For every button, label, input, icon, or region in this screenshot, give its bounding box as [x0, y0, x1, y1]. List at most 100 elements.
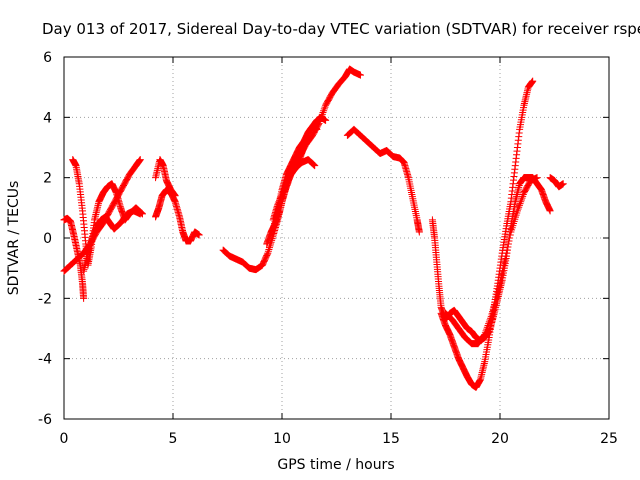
data-point: [494, 285, 502, 293]
data-point: [310, 161, 318, 169]
data-point: [479, 332, 487, 340]
data-point: [195, 231, 203, 239]
data-point: [500, 261, 508, 269]
data-point: [80, 294, 88, 302]
x-tick-label: 20: [491, 431, 509, 447]
data-point: [496, 279, 504, 287]
y-tick-label: -2: [38, 291, 52, 307]
data-point: [502, 252, 510, 260]
data-point: [356, 71, 364, 79]
data-point: [481, 329, 489, 337]
data-point: [514, 205, 522, 213]
data-point: [275, 198, 283, 206]
data-point: [274, 199, 282, 207]
data-point: [482, 327, 490, 335]
data-point: [504, 240, 512, 248]
data-point: [263, 250, 271, 258]
data-point: [502, 249, 510, 257]
data-point: [503, 246, 511, 254]
data-point: [136, 210, 144, 218]
x-tick-label: 15: [382, 431, 400, 447]
data-point: [266, 242, 274, 250]
data-point: [265, 245, 273, 253]
data-point: [276, 196, 284, 204]
data-point: [264, 249, 272, 257]
series-3: [80, 207, 144, 275]
data-point: [504, 243, 512, 251]
data-point: [499, 264, 507, 272]
series-14: [546, 174, 567, 191]
data-point: [519, 191, 527, 199]
x-axis: 0 5 10 15 20 25: [60, 57, 618, 447]
data-point: [311, 162, 319, 170]
data-point: [500, 258, 508, 266]
data-point: [484, 321, 492, 329]
data-point: [274, 201, 282, 209]
data-point: [496, 276, 504, 284]
data-point: [529, 77, 537, 85]
y-axis-label: SDTVAR / TECUs: [6, 181, 22, 296]
data-point: [264, 247, 272, 255]
data-point: [481, 331, 489, 339]
data-point: [322, 116, 330, 124]
data-point: [320, 107, 328, 115]
y-tick-label: 0: [43, 231, 52, 247]
grid-lines: [64, 57, 609, 419]
x-tick-label: 25: [600, 431, 618, 447]
series-9: [269, 156, 319, 224]
data-point: [506, 231, 514, 239]
x-tick-label: 5: [169, 431, 178, 447]
data-point: [278, 190, 286, 198]
data-point: [518, 194, 526, 202]
y-tick-label: 4: [43, 110, 52, 126]
data-point: [513, 207, 521, 215]
series-13: [442, 174, 541, 348]
series-10: [343, 125, 423, 236]
y-tick-label: 6: [43, 50, 52, 66]
data-point: [517, 196, 525, 204]
y-tick-label: -4: [38, 352, 52, 368]
data-point: [506, 234, 514, 242]
data-point: [498, 270, 506, 278]
data-point: [515, 203, 523, 211]
data-point: [483, 325, 491, 333]
chart-title: Day 013 of 2017, Sidereal Day-to-day VTE…: [42, 20, 640, 38]
data-point: [486, 316, 494, 324]
series-12: [437, 77, 537, 391]
data-point: [495, 282, 503, 290]
data-point: [516, 200, 524, 208]
data-point: [487, 314, 495, 322]
data-point: [278, 192, 286, 200]
data-point: [501, 255, 509, 263]
data-point: [559, 180, 567, 188]
data-point: [497, 273, 505, 281]
data-point: [498, 267, 506, 275]
y-tick-label: 2: [43, 171, 52, 187]
data-point: [321, 103, 329, 111]
data-point: [519, 192, 527, 200]
series-5: [152, 156, 179, 200]
data-point: [277, 193, 285, 201]
data-point: [494, 288, 502, 296]
y-tick-label: -6: [38, 412, 52, 428]
data-point: [415, 228, 423, 236]
data-point: [320, 105, 328, 113]
data-point: [485, 320, 493, 328]
data-point: [171, 192, 179, 200]
series-8: [269, 113, 330, 233]
data-points: [60, 65, 567, 391]
data-point: [265, 244, 273, 252]
data-point: [276, 195, 284, 203]
series-4: [152, 186, 203, 245]
series-0: [60, 214, 88, 302]
y-axis: -6 -4 -2 0 2 4 6: [38, 50, 609, 428]
data-point: [279, 189, 287, 197]
data-point: [515, 201, 523, 209]
data-point: [309, 160, 317, 168]
data-point: [517, 198, 525, 206]
data-point: [483, 323, 491, 331]
data-point: [136, 156, 144, 164]
x-tick-label: 10: [273, 431, 291, 447]
data-point: [485, 318, 493, 326]
